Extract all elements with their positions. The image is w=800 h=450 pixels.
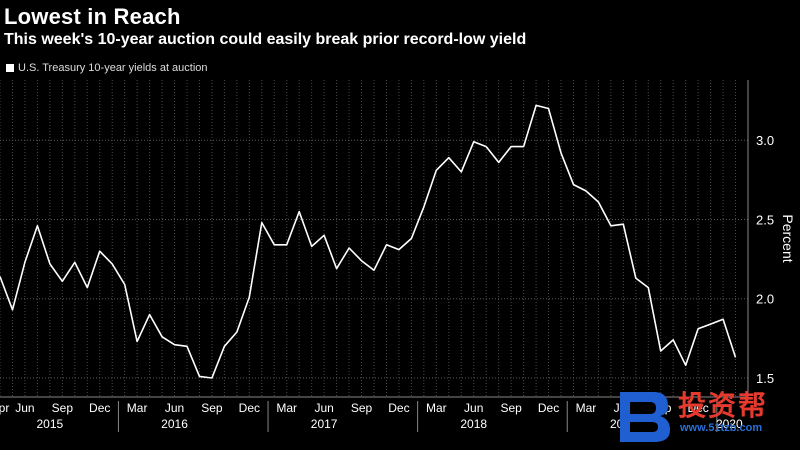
legend-swatch: [6, 64, 14, 72]
legend-label: U.S. Treasury 10-year yields at auction: [18, 62, 208, 74]
x-tick-label: Sep: [351, 401, 373, 415]
y-tick-label: 2.0: [756, 292, 774, 307]
x-tick-label: Dec: [239, 401, 260, 415]
series-line: [0, 104, 737, 379]
y-tick-label: 1.5: [756, 371, 774, 386]
year-label: 2015: [37, 417, 64, 431]
watermark-url: www.51tzb.com: [680, 422, 763, 434]
x-tick-label: Apr: [0, 401, 9, 415]
y-tick-label: 2.5: [756, 212, 774, 227]
chart-title: Lowest in Reach: [4, 4, 181, 29]
x-tick-label: Sep: [201, 401, 223, 415]
year-label: 2018: [460, 417, 487, 431]
x-tick-label: Jun: [165, 401, 184, 415]
y-axis-label: Percent: [780, 214, 796, 262]
year-label: 2020: [716, 417, 743, 431]
x-tick-label: Mar: [127, 401, 148, 415]
chart-subtitle: This week's 10-year auction could easily…: [4, 31, 527, 48]
x-tick-label: Dec: [538, 401, 559, 415]
x-tick-label: Dec: [89, 401, 110, 415]
x-tick-label: Mar: [576, 401, 597, 415]
x-tick-label: Jun: [464, 401, 483, 415]
x-tick-label: Jun: [314, 401, 333, 415]
year-label: 2017: [311, 417, 338, 431]
x-tick-label: Mar: [276, 401, 297, 415]
legend: U.S. Treasury 10-year yields at auction: [6, 62, 208, 74]
x-tick-label: Dec: [388, 401, 409, 415]
watermark: 投资帮 www.51tzb.com: [612, 382, 800, 450]
y-tick-label: 3.0: [756, 133, 774, 148]
x-tick-label: Mar: [426, 401, 447, 415]
x-tick-label: Jun: [15, 401, 34, 415]
watermark-name: 投资帮: [678, 390, 769, 421]
watermark-logo-icon: [620, 392, 670, 442]
x-tick-label: Dec: [687, 401, 708, 415]
x-tick-label: Sep: [52, 401, 74, 415]
year-label: 2016: [161, 417, 188, 431]
x-tick-label: Sep: [500, 401, 522, 415]
